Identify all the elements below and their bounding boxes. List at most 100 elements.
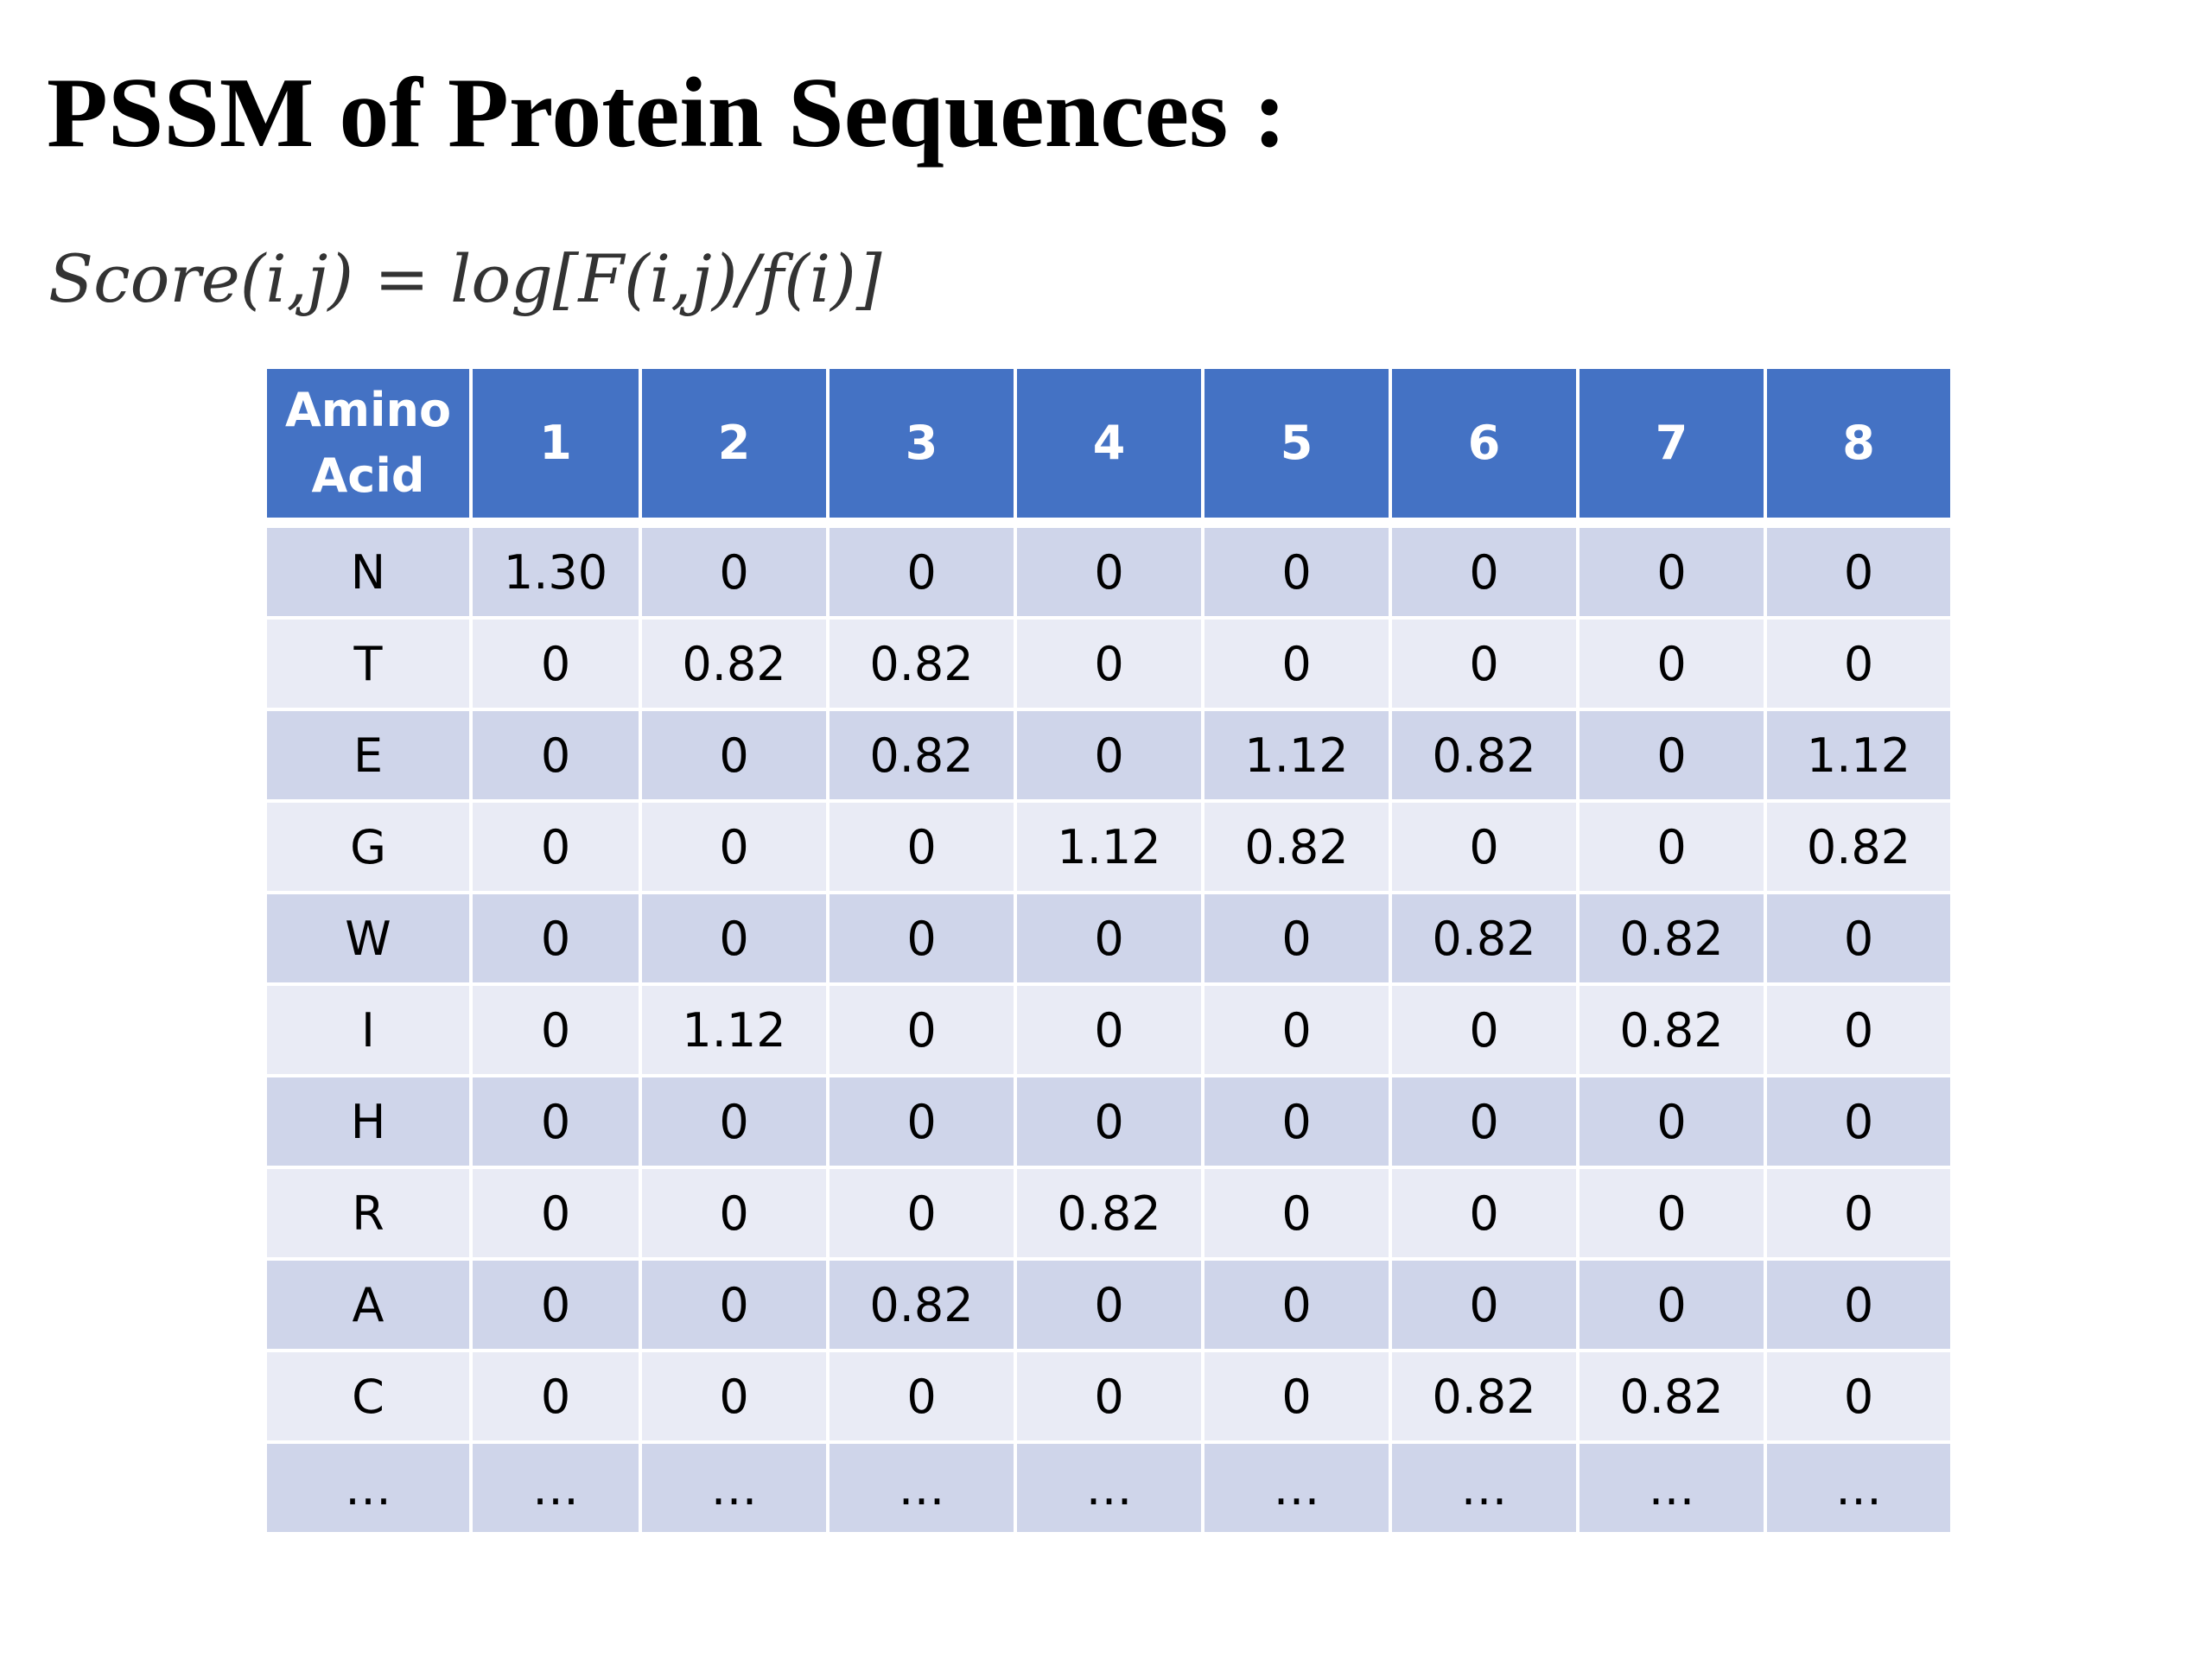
- amino-acid-cell: N: [264, 521, 473, 620]
- amino-acid-cell: G: [264, 799, 473, 894]
- score-cell: 0: [1576, 1166, 1767, 1261]
- score-cell: 0: [1576, 1074, 1767, 1169]
- header-position-7: 7: [1576, 365, 1767, 524]
- score-cell: 0: [1764, 1349, 1954, 1444]
- score-cell: 0: [826, 1166, 1017, 1261]
- score-cell: 0: [469, 616, 642, 711]
- score-cell: 0: [1764, 1074, 1954, 1169]
- score-cell: …: [469, 1440, 642, 1535]
- score-cell: 0: [1014, 708, 1205, 803]
- score-cell: 0: [639, 891, 830, 986]
- header-amino-acid: Amino Acid: [264, 365, 473, 524]
- header-position-8: 8: [1764, 365, 1954, 524]
- score-cell: …: [1014, 1440, 1205, 1535]
- score-cell: …: [1201, 1440, 1392, 1535]
- score-cell: 0: [1014, 1074, 1205, 1169]
- score-cell: 0: [469, 1074, 642, 1169]
- score-cell: 0: [1764, 521, 1954, 620]
- score-cell: 0: [639, 1166, 830, 1261]
- amino-acid-cell: R: [264, 1166, 473, 1261]
- score-cell: 0: [469, 1166, 642, 1261]
- score-cell: 0: [1764, 982, 1954, 1077]
- table-row: I 0 1.12 0 0 0 0 0.82 0: [264, 982, 1954, 1077]
- score-cell: 0: [1201, 1166, 1392, 1261]
- score-cell: 0: [826, 891, 1017, 986]
- score-cell: 0: [1389, 982, 1580, 1077]
- score-cell: 0: [469, 708, 642, 803]
- score-cell: 1.30: [469, 521, 642, 620]
- amino-acid-cell: A: [264, 1257, 473, 1352]
- header-amino-line2: Acid: [311, 448, 425, 503]
- score-cell: 0: [1764, 616, 1954, 711]
- table-row: E 0 0 0.82 0 1.12 0.82 0 1.12: [264, 708, 1954, 803]
- score-cell: 0: [469, 982, 642, 1077]
- score-cell: 0.82: [1201, 799, 1392, 894]
- score-cell: 0: [639, 1074, 830, 1169]
- score-cell: 0: [1201, 1074, 1392, 1169]
- formula-lhs: Score(i,j): [48, 240, 354, 317]
- score-cell: 0: [1201, 521, 1392, 620]
- amino-acid-cell: C: [264, 1349, 473, 1444]
- amino-acid-cell: T: [264, 616, 473, 711]
- pssm-table-container: Amino Acid 1 2 3 4 5 6 7 8 N 1.30 0 0 0 0 0 0 0 T…: [264, 365, 1954, 1535]
- header-position-4: 4: [1014, 365, 1205, 524]
- score-cell: 0: [1389, 1074, 1580, 1169]
- score-cell: 0: [1389, 616, 1580, 711]
- score-cell: 0: [469, 891, 642, 986]
- score-cell: 0: [1014, 891, 1205, 986]
- formula-equals: =: [374, 240, 429, 317]
- amino-acid-cell: …: [264, 1440, 473, 1535]
- score-cell: 0: [639, 1257, 830, 1352]
- score-cell: 0: [1576, 616, 1767, 711]
- score-cell: 0: [1576, 708, 1767, 803]
- score-cell: 0: [1389, 1257, 1580, 1352]
- table-body: N 1.30 0 0 0 0 0 0 0 T 0 0.82 0.82 0 0 0 0 0 E 0 0 0.82 0 1.12 0…: [264, 521, 1954, 1535]
- score-cell: 0.82: [1576, 1349, 1767, 1444]
- score-cell: 0: [469, 799, 642, 894]
- table-row: A 0 0 0.82 0 0 0 0 0: [264, 1257, 1954, 1352]
- score-cell: 0: [469, 1257, 642, 1352]
- table-row: G 0 0 0 1.12 0.82 0 0 0.82: [264, 799, 1954, 894]
- score-cell: 0: [826, 982, 1017, 1077]
- score-cell: 0: [1201, 1257, 1392, 1352]
- score-cell: …: [1764, 1440, 1954, 1535]
- score-cell: 0: [1201, 891, 1392, 986]
- score-cell: 0: [826, 1074, 1017, 1169]
- table-row: W 0 0 0 0 0 0.82 0.82 0: [264, 891, 1954, 986]
- header-position-2: 2: [639, 365, 830, 524]
- header-position-3: 3: [826, 365, 1017, 524]
- score-cell: 0.82: [1576, 891, 1767, 986]
- score-cell: 0: [1201, 616, 1392, 711]
- score-cell: 0: [1014, 616, 1205, 711]
- score-cell: 1.12: [639, 982, 830, 1077]
- score-cell: 0: [1576, 1257, 1767, 1352]
- score-cell: 0: [1764, 1257, 1954, 1352]
- score-cell: 0: [1014, 521, 1205, 620]
- score-cell: …: [639, 1440, 830, 1535]
- score-cell: 0: [1201, 1349, 1392, 1444]
- score-cell: 0: [826, 799, 1017, 894]
- score-cell: 1.12: [1201, 708, 1392, 803]
- score-formula: Score(i,j) = log[F(i,j)/f(i)]: [48, 240, 881, 317]
- score-cell: 0: [469, 1349, 642, 1444]
- amino-acid-cell: I: [264, 982, 473, 1077]
- score-cell: 0.82: [1014, 1166, 1205, 1261]
- score-cell: 0: [826, 1349, 1017, 1444]
- score-cell: …: [1389, 1440, 1580, 1535]
- score-cell: 0: [826, 521, 1017, 620]
- header-position-1: 1: [469, 365, 642, 524]
- score-cell: 0: [639, 521, 830, 620]
- score-cell: 1.12: [1764, 708, 1954, 803]
- score-cell: 0: [1764, 891, 1954, 986]
- amino-acid-cell: E: [264, 708, 473, 803]
- header-amino-line1: Amino: [284, 383, 452, 438]
- header-position-6: 6: [1389, 365, 1580, 524]
- amino-acid-cell: H: [264, 1074, 473, 1169]
- table-header-row: Amino Acid 1 2 3 4 5 6 7 8: [264, 365, 1954, 524]
- score-cell: 0: [1201, 982, 1392, 1077]
- header-position-5: 5: [1201, 365, 1392, 524]
- score-cell: 0: [1389, 799, 1580, 894]
- score-cell: 0: [1014, 982, 1205, 1077]
- table-row: T 0 0.82 0.82 0 0 0 0 0: [264, 616, 1954, 711]
